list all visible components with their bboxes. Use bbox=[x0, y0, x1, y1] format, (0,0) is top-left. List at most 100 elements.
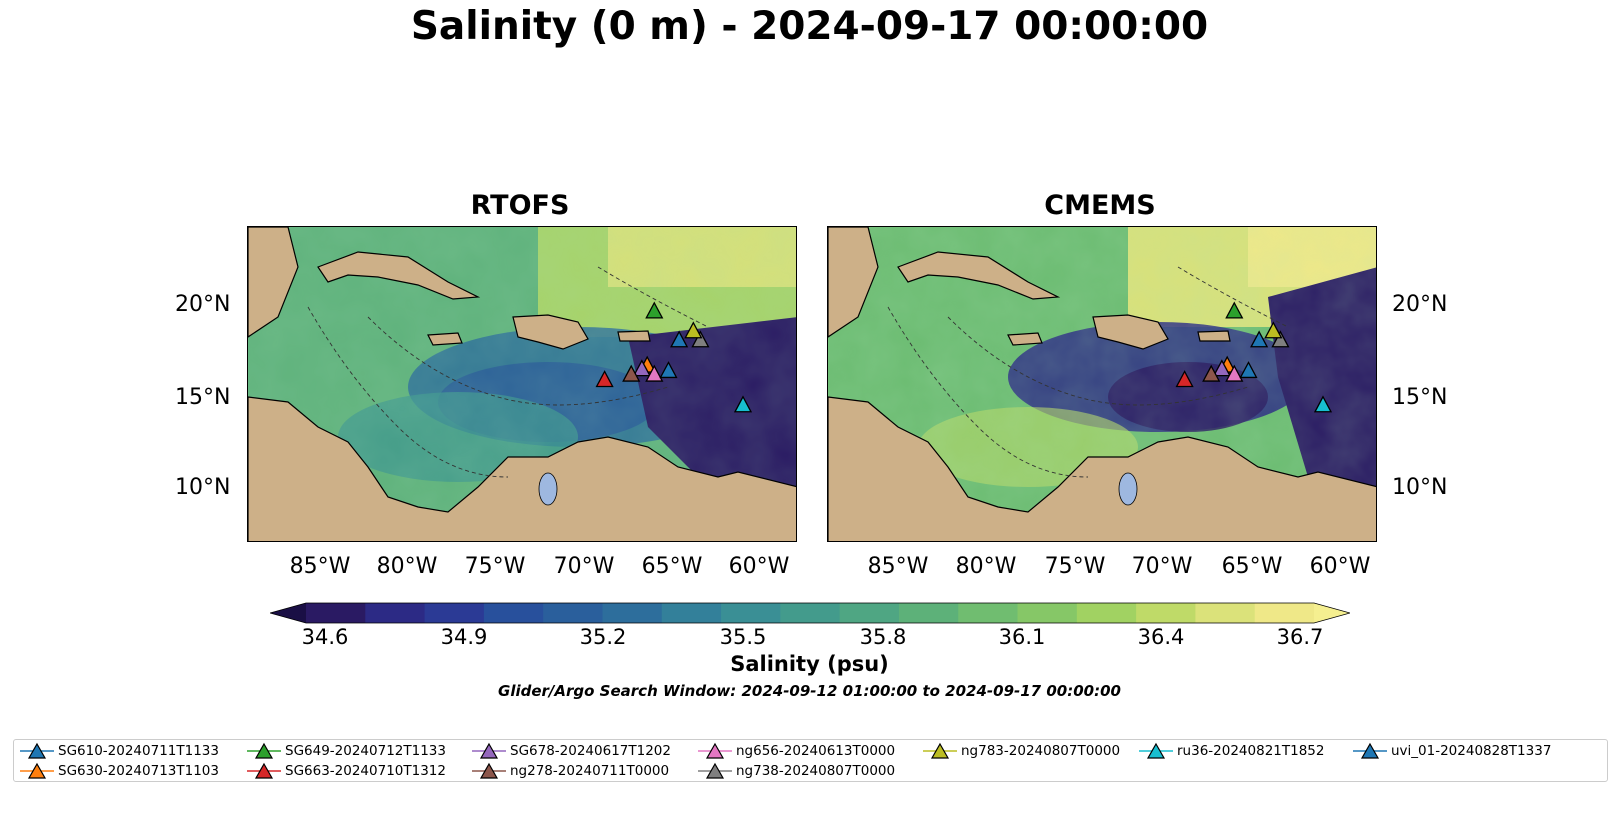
lat-label-10n-left: 10°N bbox=[175, 475, 231, 500]
glider-marker-sg663 bbox=[595, 370, 614, 388]
lon-label-70w-left: 70°W bbox=[553, 554, 615, 579]
lat-label-20n-right: 20°N bbox=[1392, 292, 1448, 317]
legend-item-ng783: ng783-20240807T0000 bbox=[923, 741, 1120, 761]
glider-marker-sg678 bbox=[632, 359, 651, 377]
lake-maracaibo bbox=[1118, 472, 1138, 506]
cmems-map-svg bbox=[828, 227, 1376, 541]
land-masses bbox=[248, 227, 796, 541]
colorbar-extend-high bbox=[1314, 603, 1350, 623]
lake-maracaibo bbox=[538, 472, 558, 506]
colorbar-swatch bbox=[721, 603, 781, 623]
legend-label: ng738-20240807T0000 bbox=[736, 763, 896, 779]
lon-label-75w-left: 75°W bbox=[464, 554, 526, 579]
bathymetry-contours bbox=[307, 266, 709, 478]
colorbar-swatch bbox=[958, 603, 1019, 623]
glider-marker-ng783 bbox=[1264, 321, 1283, 339]
legend-item-ng278: ng278-20240711T0000 bbox=[472, 761, 669, 781]
legend-item-ru36: ru36-20240821T1852 bbox=[1139, 741, 1324, 761]
legend-label: SG678-20240617T1202 bbox=[510, 743, 671, 759]
legend-label: ng783-20240807T0000 bbox=[961, 743, 1121, 759]
glider-marker-ng738 bbox=[691, 330, 710, 348]
triangle-marker-icon bbox=[1353, 742, 1387, 759]
colorbar-outline bbox=[270, 602, 1350, 624]
colorbar-tick-34-6: 34.6 bbox=[301, 625, 349, 649]
triangle-marker-icon bbox=[1139, 742, 1173, 759]
glider-legend: SG610-20240711T1133 SG630-20240713T1103 … bbox=[13, 739, 1608, 782]
lat-label-15n-right: 15°N bbox=[1392, 385, 1448, 410]
lon-label-75w-right: 75°W bbox=[1044, 554, 1106, 579]
legend-label: SG610-20240711T1133 bbox=[58, 743, 219, 759]
colorbar-swatch bbox=[1195, 603, 1256, 623]
colorbar-swatch bbox=[424, 603, 485, 623]
glider-marker-ng656 bbox=[645, 364, 664, 382]
lon-label-65w-left: 65°W bbox=[641, 554, 703, 579]
panel-title-rtofs: RTOFS bbox=[470, 190, 570, 221]
glider-marker-ng656 bbox=[1225, 364, 1244, 382]
colorbar-tick-36-7: 36.7 bbox=[1276, 625, 1324, 649]
search-window-note: Glider/Argo Search Window: 2024-09-12 01… bbox=[498, 682, 1121, 700]
lon-label-80w-left: 80°W bbox=[376, 554, 438, 579]
colorbar-tick-35-5: 35.5 bbox=[719, 625, 767, 649]
lon-label-85w-left: 85°W bbox=[289, 554, 351, 579]
colorbar-tick-34-9: 34.9 bbox=[440, 625, 488, 649]
colorbar-swatch bbox=[898, 603, 959, 623]
triangle-marker-icon bbox=[472, 762, 506, 779]
colorbar-swatch bbox=[839, 603, 900, 623]
glider-marker-ng278 bbox=[622, 364, 641, 382]
triangle-marker-icon bbox=[923, 742, 957, 759]
triangle-marker-icon bbox=[247, 762, 281, 779]
colorbar-swatch bbox=[483, 603, 544, 623]
glider-marker-sg610 bbox=[1250, 330, 1269, 348]
lon-label-85w-right: 85°W bbox=[867, 554, 929, 579]
colorbar-swatch bbox=[1254, 603, 1315, 623]
colorbar-label: Salinity (psu) bbox=[730, 652, 889, 676]
salinity-colorbar bbox=[270, 602, 1350, 624]
figure-title: Salinity (0 m) - 2024-09-17 00:00:00 bbox=[410, 4, 1209, 49]
legend-label: ru36-20240821T1852 bbox=[1177, 743, 1325, 759]
triangle-marker-icon bbox=[698, 762, 732, 779]
colorbar-swatch bbox=[1017, 603, 1078, 623]
rtofs-map-svg bbox=[248, 227, 796, 541]
legend-label: ng656-20240613T0000 bbox=[736, 743, 896, 759]
legend-label: SG630-20240713T1103 bbox=[58, 763, 219, 779]
bathymetry-contours bbox=[887, 266, 1289, 478]
triangle-marker-icon bbox=[247, 742, 281, 759]
glider-marker-uvi_01 bbox=[1239, 361, 1258, 379]
lon-label-65w-right: 65°W bbox=[1221, 554, 1283, 579]
glider-marker-ng783 bbox=[684, 321, 703, 339]
glider-marker-ru36 bbox=[733, 395, 753, 413]
colorbar-tick-36-4: 36.4 bbox=[1137, 625, 1185, 649]
glider-marker-sg678 bbox=[1212, 359, 1231, 377]
triangle-marker-icon bbox=[698, 742, 732, 759]
colorbar-swatch bbox=[780, 603, 841, 623]
legend-item-ng656: ng656-20240613T0000 bbox=[698, 741, 895, 761]
legend-item-sg678: SG678-20240617T1202 bbox=[472, 741, 671, 761]
triangle-marker-icon bbox=[20, 742, 54, 759]
land-masses bbox=[828, 227, 1376, 541]
colorbar-tick-35-8: 35.8 bbox=[859, 625, 907, 649]
colorbar-swatch bbox=[1136, 603, 1196, 623]
legend-label: SG649-20240712T1133 bbox=[285, 743, 446, 759]
colorbar-swatch bbox=[602, 603, 663, 623]
glider-marker-sg649 bbox=[645, 301, 664, 319]
colorbar-tick-35-2: 35.2 bbox=[579, 625, 627, 649]
lat-label-20n-left: 20°N bbox=[175, 292, 231, 317]
lat-label-15n-left: 15°N bbox=[175, 385, 231, 410]
legend-item-ng738: ng738-20240807T0000 bbox=[698, 761, 895, 781]
legend-item-sg610: SG610-20240711T1133 bbox=[20, 741, 219, 761]
legend-item-sg649: SG649-20240712T1133 bbox=[247, 741, 446, 761]
glider-marker-sg663 bbox=[1175, 370, 1194, 388]
colorbar-swatch bbox=[543, 603, 603, 623]
legend-item-sg663: SG663-20240710T1312 bbox=[247, 761, 446, 781]
panel-title-cmems: CMEMS bbox=[1044, 190, 1156, 221]
colorbar-swatch bbox=[1076, 603, 1137, 623]
colorbar-extend-low bbox=[270, 603, 306, 623]
lon-label-70w-right: 70°W bbox=[1131, 554, 1193, 579]
rtofs-salinity-map bbox=[247, 226, 797, 542]
legend-label: ng278-20240711T0000 bbox=[510, 763, 670, 779]
glider-marker-uvi_01 bbox=[659, 361, 678, 379]
lat-label-10n-right: 10°N bbox=[1392, 475, 1448, 500]
colorbar-swatch bbox=[365, 603, 426, 623]
lon-label-80w-right: 80°W bbox=[955, 554, 1017, 579]
colorbar-swatch bbox=[661, 603, 722, 623]
